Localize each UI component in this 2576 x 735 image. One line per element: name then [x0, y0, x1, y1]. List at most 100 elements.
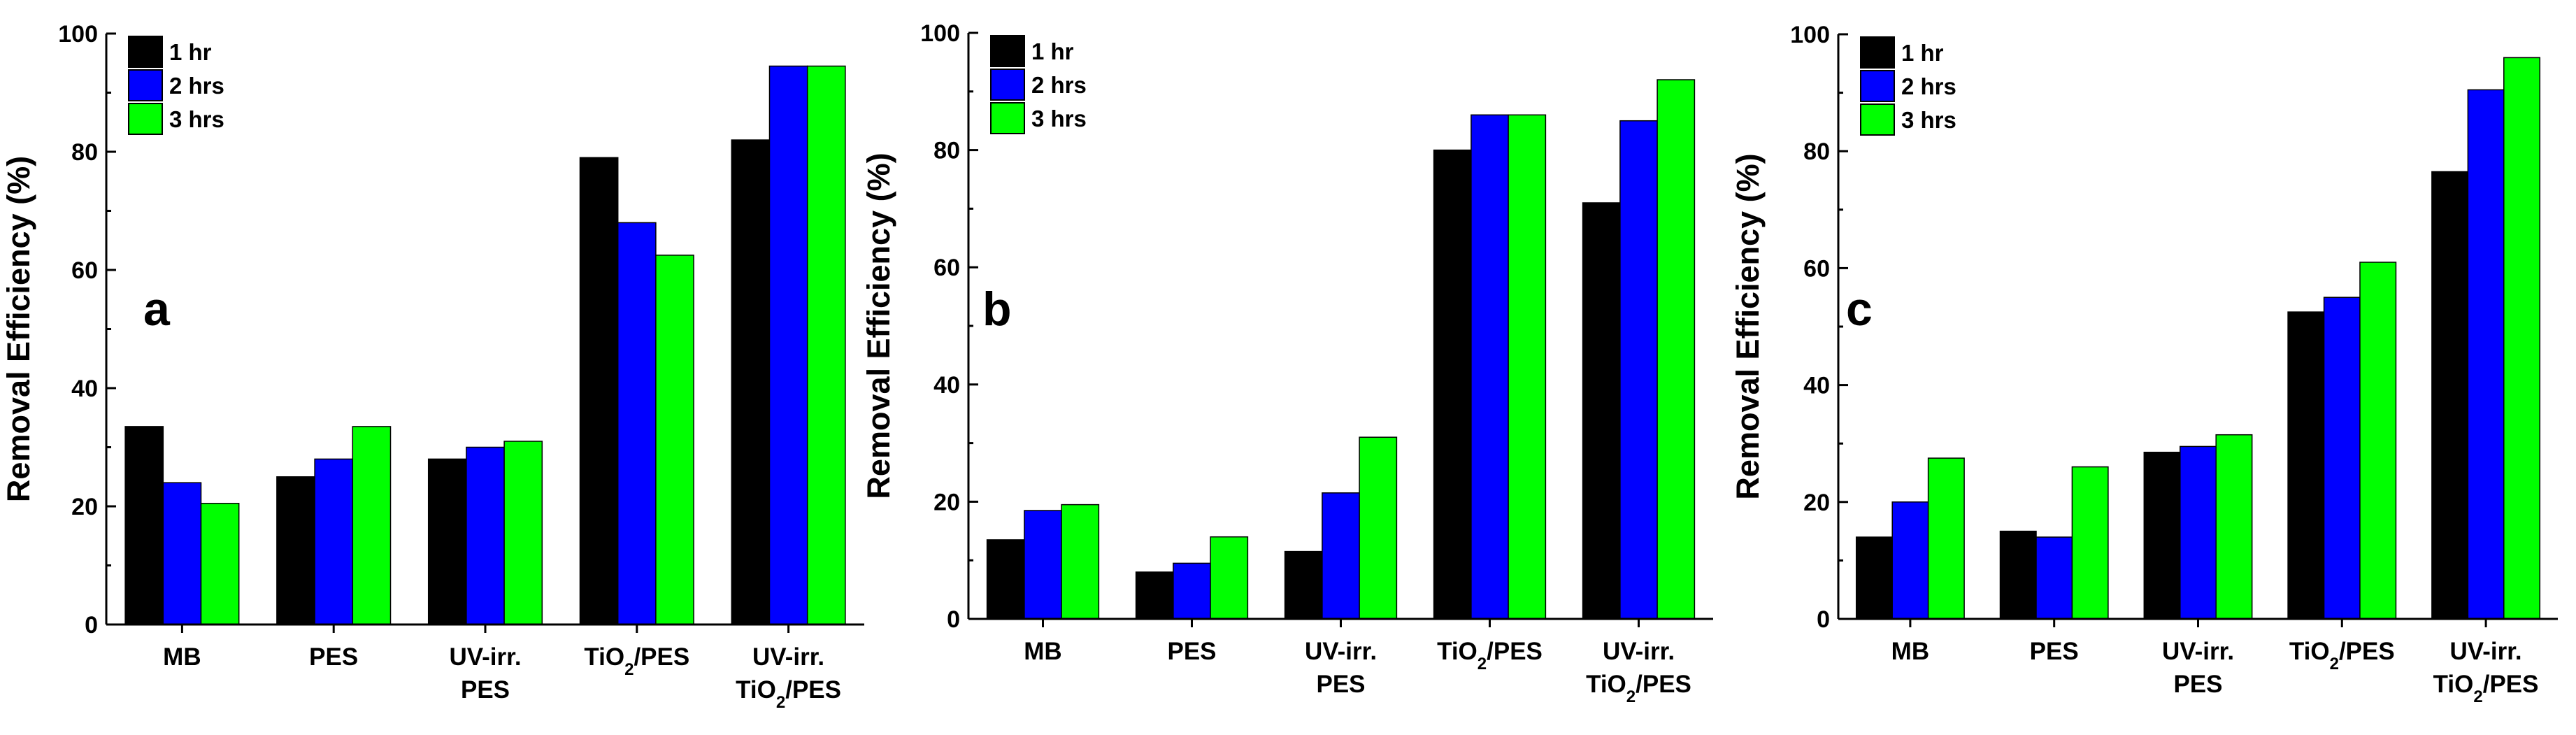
bar-3-hrs-cat2: [1210, 536, 1249, 620]
bar-1-hr-cat5: [2431, 171, 2469, 620]
x-tick-label-cat3: UV-irr.: [1305, 638, 1377, 665]
panel-label: c: [1846, 283, 1873, 336]
x-tick-label-cat3: UV-irr.: [2162, 638, 2234, 665]
bar-2-hrs-cat5: [2467, 89, 2505, 620]
legend-swatch-3-hrs: [990, 102, 1025, 134]
bar-3-hrs-cat5: [2503, 57, 2541, 620]
legend-label-3-hrs: 3 hrs: [1031, 106, 1087, 131]
bar-1-hr-cat3: [2143, 451, 2181, 620]
chart-panel-b: 0 20 40 60 80 100 MB PES UV-irr. PES TiO2/PES UV-ir…: [861, 20, 1713, 706]
y-tick-label: 20: [71, 494, 98, 520]
bar-2-hrs-cat5: [1619, 120, 1658, 620]
x-tick-label-line2-cat5: TiO2/PES: [1586, 671, 1691, 706]
legend-label-1-hr: 1 hr: [1901, 40, 1944, 66]
y-tick-label: 60: [1803, 255, 1830, 282]
y-tick-label: 40: [71, 376, 98, 402]
bar-3-hrs-cat1: [1927, 457, 1965, 620]
bar-2-hrs-cat2: [314, 458, 354, 625]
legend-label-3-hrs: 3 hrs: [1901, 107, 1956, 133]
y-tick-label: 60: [933, 255, 960, 281]
y-tick-label: 60: [71, 257, 98, 284]
x-tick-label-cat4: TiO2/PES: [584, 643, 689, 679]
y-tick-label: 0: [947, 606, 960, 633]
legend-label-2-hrs: 2 hrs: [1901, 73, 1956, 99]
bar-2-hrs-cat1: [162, 482, 202, 625]
bar-3-hrs-cat5: [806, 65, 846, 625]
x-tick-label-cat1: MB: [1024, 638, 1061, 665]
legend-swatch-2-hrs: [1860, 70, 1895, 102]
bar-2-hrs-cat1: [1024, 510, 1062, 620]
y-tick-label: 40: [1803, 373, 1830, 399]
x-tick-label-cat3: UV-irr.: [449, 643, 521, 671]
bar-1-hr-cat1: [986, 539, 1025, 620]
bar-2-hrs-cat3: [2180, 445, 2217, 620]
bar-2-hrs-cat2: [2035, 536, 2073, 620]
legend-label-3-hrs: 3 hrs: [169, 106, 224, 132]
bar-3-hrs-cat3: [2215, 434, 2253, 620]
x-tick-label-line2-cat5: TiO2/PES: [736, 676, 841, 712]
y-tick-label: 80: [71, 139, 98, 166]
bar-2-hrs-cat4: [2323, 297, 2361, 620]
legend-swatch-3-hrs: [1860, 104, 1895, 136]
bar-2-hrs-cat4: [1471, 114, 1509, 620]
bar-3-hrs-cat3: [1359, 436, 1398, 620]
x-tick-label-cat2: PES: [1167, 638, 1216, 665]
bar-2-hrs-cat4: [617, 222, 657, 625]
bar-2-hrs-cat2: [1173, 562, 1211, 620]
y-tick-label: 0: [1817, 606, 1830, 633]
bar-1-hr-cat2: [1999, 530, 2037, 620]
y-axis-title: Removal Efficiency (%): [861, 152, 896, 499]
legend-swatch-1-hr: [128, 36, 163, 68]
x-tick-label-cat5: UV-irr.: [752, 643, 824, 671]
bar-3-hrs-cat2: [2071, 466, 2109, 620]
y-tick-label: 40: [933, 372, 960, 399]
chart-panel-c: 0 20 40 60 80 100 MB PES UV-irr. PES TiO2/PES UV-ir…: [1730, 22, 2558, 706]
bar-1-hr-cat4: [579, 157, 619, 625]
y-tick-label: 20: [1803, 490, 1830, 516]
legend-label-1-hr: 1 hr: [1031, 38, 1074, 64]
x-tick-label-line2-cat5: TiO2/PES: [2433, 671, 2539, 706]
x-tick-label-cat1: MB: [163, 643, 201, 671]
bar-1-hr-cat5: [731, 139, 771, 625]
x-tick-label-cat2: PES: [309, 643, 358, 671]
x-tick-label-line2-cat3: PES: [461, 676, 510, 704]
y-axis-title: Removal Efficiency (%): [1, 156, 36, 502]
bar-1-hr-cat2: [1135, 571, 1174, 620]
y-tick-label: 80: [1803, 138, 1830, 165]
bar-2-hrs-cat5: [768, 65, 808, 625]
legend-swatch-1-hr: [1860, 36, 1895, 69]
x-tick-label-cat4: TiO2/PES: [1437, 638, 1543, 673]
bar-3-hrs-cat4: [655, 255, 694, 625]
bar-2-hrs-cat3: [466, 446, 505, 625]
panel-label: a: [143, 283, 171, 336]
bar-3-hrs-cat5: [1656, 79, 1696, 620]
bar-1-hr-cat1: [124, 426, 164, 625]
legend-swatch-3-hrs: [128, 103, 163, 135]
x-tick-label-line2-cat3: PES: [1316, 671, 1365, 698]
bar-3-hrs-cat2: [352, 426, 392, 625]
bar-1-hr-cat4: [1433, 149, 1472, 620]
bar-3-hrs-cat3: [503, 441, 543, 625]
x-tick-label-cat4: TiO2/PES: [2289, 638, 2395, 673]
y-tick-label: 20: [933, 489, 960, 515]
bar-1-hr-cat1: [1855, 536, 1893, 620]
bar-3-hrs-cat4: [1508, 114, 1547, 620]
bar-1-hr-cat2: [276, 476, 315, 625]
bar-3-hrs-cat4: [2359, 262, 2397, 620]
panel-label: b: [982, 283, 1012, 336]
bar-2-hrs-cat3: [1322, 492, 1360, 620]
x-tick-label-cat5: UV-irr.: [2450, 638, 2522, 665]
y-tick-label: 80: [933, 138, 960, 164]
y-tick-label: 100: [920, 20, 960, 47]
x-tick-label-line2-cat3: PES: [2173, 671, 2222, 698]
legend-label-2-hrs: 2 hrs: [1031, 72, 1087, 98]
legend-label-1-hr: 1 hr: [169, 39, 212, 65]
bar-3-hrs-cat1: [1061, 504, 1100, 620]
bar-3-hrs-cat1: [200, 503, 240, 625]
y-tick-label: 100: [58, 21, 98, 48]
bar-1-hr-cat5: [1582, 202, 1621, 620]
bar-1-hr-cat3: [1284, 550, 1323, 620]
legend-label-2-hrs: 2 hrs: [169, 73, 224, 99]
legend-swatch-1-hr: [990, 35, 1025, 67]
